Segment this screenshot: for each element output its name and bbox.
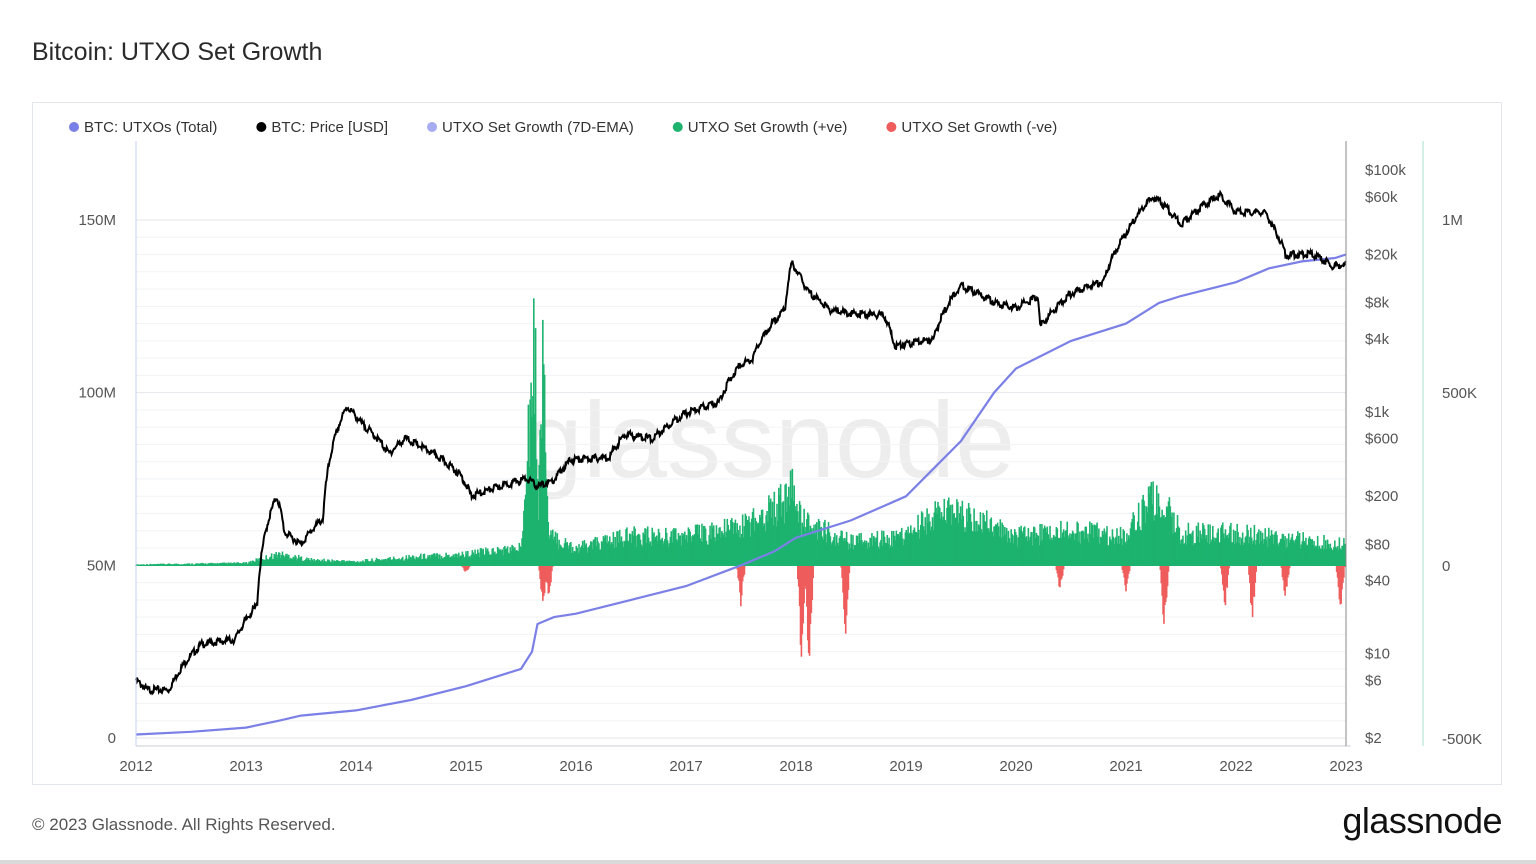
axes-layer: 2012 2013 2014 2015 2016 2017 2018 2019 2020 2021…: [78, 141, 1482, 775]
footer-copyright: © 2023 Glassnode. All Rights Reserved.: [32, 815, 336, 834]
y-right-tick-label: 500K: [1442, 385, 1477, 402]
y-left-tick-label: 100M: [78, 385, 116, 402]
legend-marker: [672, 122, 683, 132]
price-line: [135, 189, 1347, 696]
x-tick-label: 2021: [1109, 758, 1142, 775]
x-tick-label: 2022: [1219, 758, 1252, 775]
x-tick-label: 2018: [779, 758, 812, 775]
y-price-tick-label: $4k: [1365, 331, 1390, 348]
chart-frame: glassnode 2012 2013 2014 2015 2016 2017 2018 20…: [32, 102, 1502, 785]
y-left-tick-label: 50M: [87, 557, 116, 574]
x-tick-label: 2012: [119, 758, 152, 775]
y-left-tick-label: 0: [108, 730, 116, 747]
bottom-divider: [0, 860, 1536, 864]
page-title: Bitcoin: UTXO Set Growth: [32, 38, 323, 66]
y-price-tick-label: $1k: [1365, 404, 1390, 421]
utxos-total-line: [135, 253, 1347, 736]
y-price-tick-label: $60k: [1365, 189, 1398, 206]
x-tick-label: 2019: [889, 758, 922, 775]
legend-marker: [886, 122, 897, 132]
watermark: glassnode: [523, 379, 1015, 500]
y-price-tick-label: $8k: [1365, 295, 1390, 312]
y-price-tick-label: $40: [1365, 573, 1390, 590]
legend-label: BTC: Price [USD]: [271, 119, 388, 136]
grid-layer: [136, 219, 1346, 739]
lines-layer: [135, 189, 1347, 736]
x-tick-label: 2015: [449, 758, 482, 775]
y-price-tick-label: $10: [1365, 646, 1390, 663]
glassnode-logo: glassnode: [1342, 800, 1502, 841]
y-price-tick-label: $20k: [1365, 246, 1398, 263]
legend-item[interactable]: UTXO Set Growth (+ve): [672, 119, 848, 136]
x-tick-label: 2023: [1329, 758, 1362, 775]
x-tick-label: 2016: [559, 758, 592, 775]
x-tick-label: 2014: [339, 758, 372, 775]
y-left-tick-label: 150M: [78, 212, 116, 229]
y-price-tick-label: $200: [1365, 488, 1398, 505]
chart-svg: glassnode 2012 2013 2014 2015 2016 2017 2018 20…: [69, 119, 1482, 775]
y-price-tick-label: $80: [1365, 536, 1390, 553]
y-price-tick-label: $100k: [1365, 162, 1406, 179]
x-tick-label: 2020: [999, 758, 1032, 775]
legend-marker: [69, 122, 79, 132]
x-tick-label: 2013: [229, 758, 262, 775]
legend-item[interactable]: UTXO Set Growth (-ve): [886, 119, 1057, 136]
legend-marker: [256, 122, 267, 132]
legend-item[interactable]: UTXO Set Growth (7D-EMA): [427, 119, 634, 136]
y-right-tick-label: -500K: [1442, 731, 1482, 748]
legend-label: BTC: UTXOs (Total): [84, 119, 217, 136]
x-tick-label: 2017: [669, 758, 702, 775]
legend-item[interactable]: BTC: UTXOs (Total): [69, 119, 217, 136]
y-right-tick-label: 1M: [1442, 212, 1463, 229]
legend-label: UTXO Set Growth (+ve): [688, 119, 848, 136]
bars-layer: [135, 298, 1347, 657]
y-price-tick-label: $600: [1365, 431, 1398, 448]
legend-label: UTXO Set Growth (-ve): [901, 119, 1057, 136]
legend-item[interactable]: BTC: Price [USD]: [256, 119, 388, 136]
y-price-tick-label: $6: [1365, 672, 1382, 689]
legend-label: UTXO Set Growth (7D-EMA): [442, 119, 634, 136]
y-right-tick-label: 0: [1442, 558, 1450, 575]
legend[interactable]: BTC: UTXOs (Total) BTC: Price [USD] UTXO S…: [69, 119, 1057, 136]
legend-marker: [427, 122, 438, 132]
y-price-tick-label: $2: [1365, 730, 1382, 747]
